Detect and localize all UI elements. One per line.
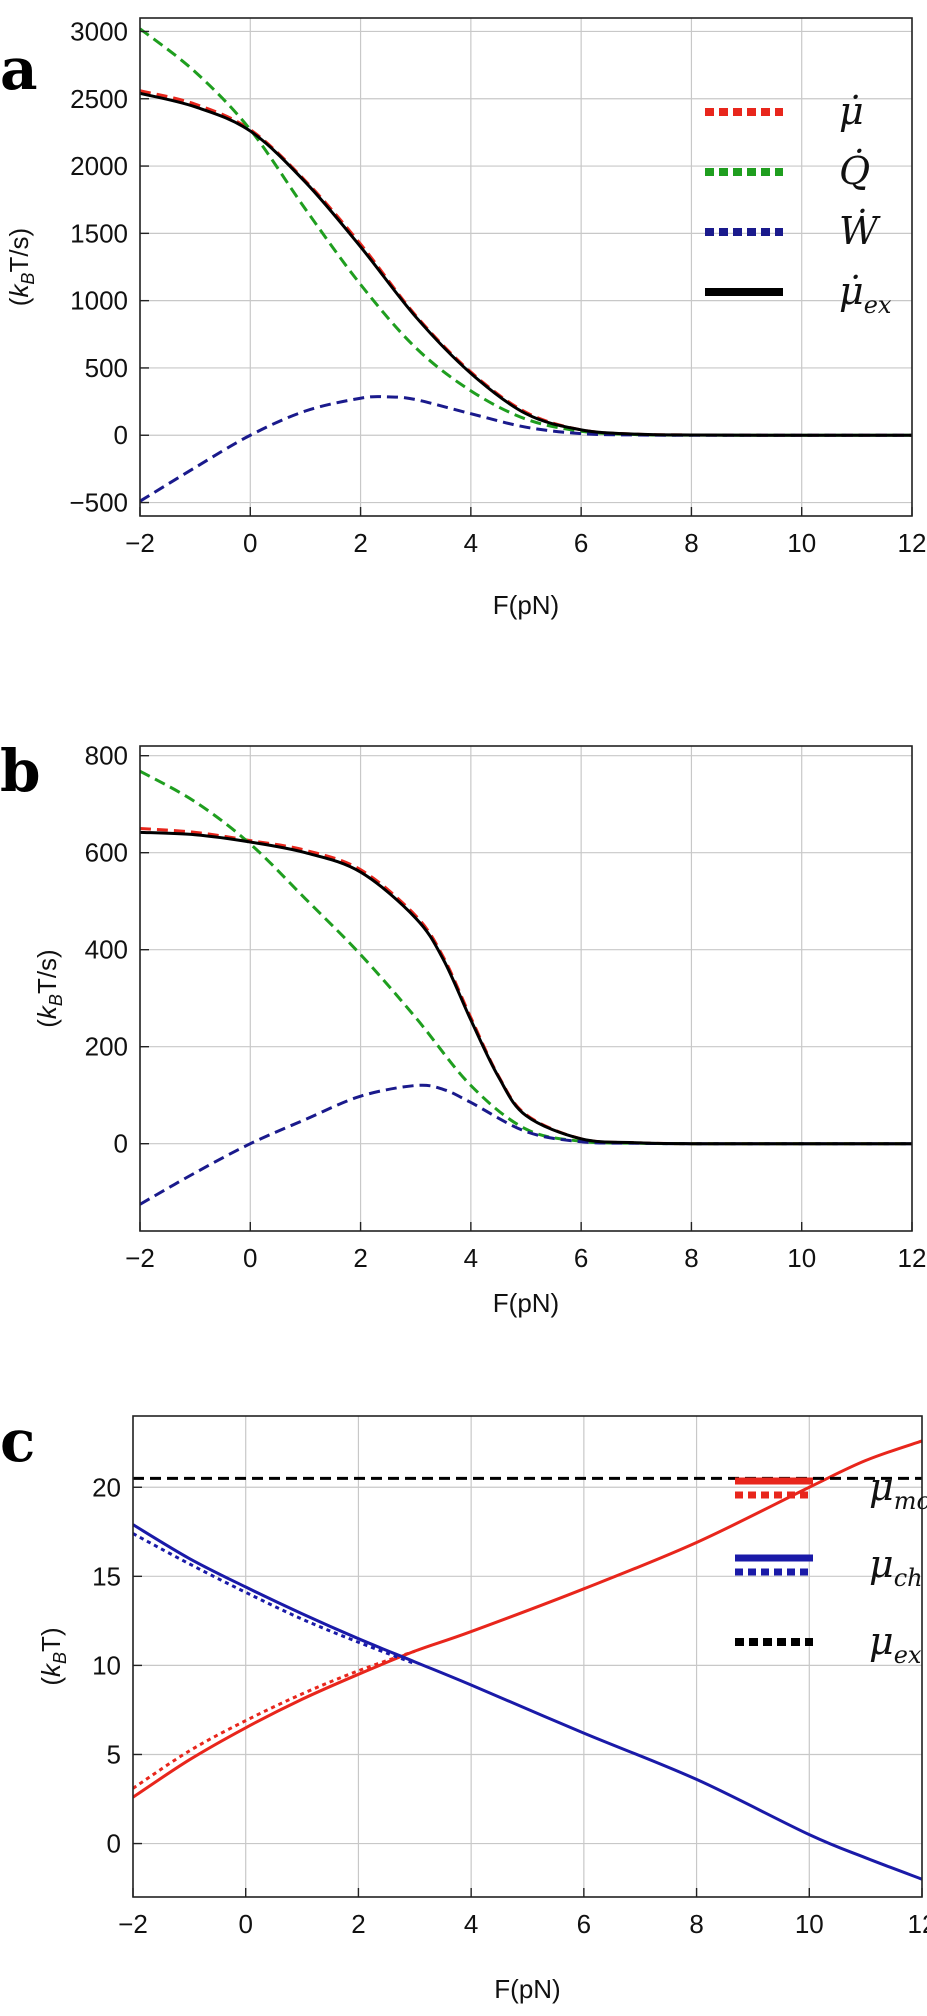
x-tick-label: 4 (464, 1909, 478, 1939)
y-tick-label: 200 (85, 1032, 128, 1062)
chart-panel-a: a −2 0 2 4 6 8 10 12 −500 0 500 1000 1500 2000 2500 3000… (0, 16, 926, 620)
x-tick-label: 0 (238, 1909, 252, 1939)
x-tick-label: 6 (574, 1243, 588, 1273)
x-tick-label: 2 (351, 1909, 365, 1939)
legend-item: μex (735, 1619, 922, 1669)
y-tick-label: 400 (85, 935, 128, 965)
x-tick-label: 6 (577, 1909, 591, 1939)
series-line-s3 (133, 1532, 416, 1666)
legend-label: μch (869, 1542, 923, 1592)
series-line-Q̇ (140, 27, 912, 437)
y-tick-label: 15 (92, 1561, 121, 1591)
x-tick-label: 0 (243, 528, 257, 558)
series-group (140, 27, 912, 503)
x-tick-label: 12 (898, 1243, 927, 1273)
x-tick-label: 12 (898, 528, 927, 558)
x-tick-label: 10 (787, 1243, 816, 1273)
x-tick-label: 6 (574, 528, 588, 558)
x-tick-label: 8 (684, 528, 698, 558)
series-line-s1 (140, 769, 912, 1146)
x-tick-label: 0 (243, 1243, 257, 1273)
panel-label: a (0, 35, 38, 103)
y-tick-label: 20 (92, 1472, 121, 1502)
series-line-s3 (140, 830, 912, 1146)
x-tick-label: 12 (908, 1909, 927, 1939)
y-tick-label: 600 (85, 838, 128, 868)
y-tick-label: 0 (114, 420, 128, 450)
legend-label: Ẇ (839, 209, 881, 253)
y-axis-label: (kBT/s) (32, 949, 66, 1027)
series-line-s2 (140, 1083, 912, 1206)
x-tick-label: −2 (125, 528, 155, 558)
series-line-μmc (133, 1439, 922, 1799)
x-tick-label: 4 (464, 1243, 478, 1273)
chart-panel-c: c −2 0 2 4 6 8 10 12 0 5 10 15 20 F(pN) (kBT) μmc μch μex (0, 1407, 927, 2004)
y-tick-label: 10 (92, 1650, 121, 1680)
y-tick-label: 0 (107, 1829, 121, 1859)
legend-label: Q̇ (839, 149, 870, 193)
legend: μ̇ Q̇ Ẇμ̇ex (705, 89, 892, 319)
plot-frame (132, 1415, 923, 1898)
plot-frame (139, 17, 913, 517)
x-tick-label: −2 (125, 1243, 155, 1273)
x-axis-label: F(pN) (493, 590, 559, 620)
series-line-μ̇ (140, 89, 912, 437)
panel-label: b (0, 737, 41, 805)
legend-item: μch (735, 1542, 923, 1592)
x-axis-label: F(pN) (493, 1288, 559, 1318)
series-line-s1 (133, 1649, 416, 1790)
x-tick-label: 10 (795, 1909, 824, 1939)
y-tick-label: 500 (85, 353, 128, 383)
y-axis-label: (kBT/s) (4, 228, 38, 306)
x-tick-label: 8 (689, 1909, 703, 1939)
x-tick-label: 4 (464, 528, 478, 558)
legend-item: μ̇ex (705, 269, 892, 319)
legend-label: μ̇ (839, 89, 864, 133)
chart-panel-b: b −2 0 2 4 6 8 10 12 0 200 400 600 800 F(pN) (kBT/s) (0, 737, 926, 1318)
series-line-μ̇ex (140, 91, 912, 437)
y-tick-label: 0 (114, 1129, 128, 1159)
series-line-μch (133, 1523, 922, 1881)
y-tick-label: −500 (69, 488, 128, 518)
legend-label: μ̇ex (839, 269, 892, 319)
x-tick-label: 10 (787, 528, 816, 558)
y-tick-label: 1500 (70, 218, 128, 248)
y-tick-label: 800 (85, 741, 128, 771)
legend-item: Ẇ (705, 209, 881, 253)
series-group (133, 1439, 922, 1881)
y-tick-label: 2500 (70, 84, 128, 114)
legend-label: μmc (869, 1465, 927, 1515)
y-axis-label: (kBT) (36, 1627, 70, 1685)
x-axis-label: F(pN) (494, 1974, 560, 2004)
legend: μmc μch μex (735, 1465, 927, 1669)
plot-frame (139, 745, 913, 1232)
panel-label: c (0, 1407, 35, 1475)
legend-item: Q̇ (705, 149, 870, 193)
legend-item: μ̇ (705, 89, 864, 133)
y-tick-label: 1000 (70, 286, 128, 316)
y-tick-label: 3000 (70, 16, 128, 46)
x-tick-label: 2 (353, 528, 367, 558)
series-line-s0 (140, 826, 912, 1146)
x-tick-label: −2 (118, 1909, 148, 1939)
y-tick-label: 2000 (70, 151, 128, 181)
y-tick-label: 5 (107, 1739, 121, 1769)
x-tick-label: 2 (353, 1243, 367, 1273)
series-group (140, 769, 912, 1206)
legend-item: μmc (735, 1465, 927, 1515)
legend-label: μex (869, 1619, 922, 1669)
x-tick-label: 8 (684, 1243, 698, 1273)
